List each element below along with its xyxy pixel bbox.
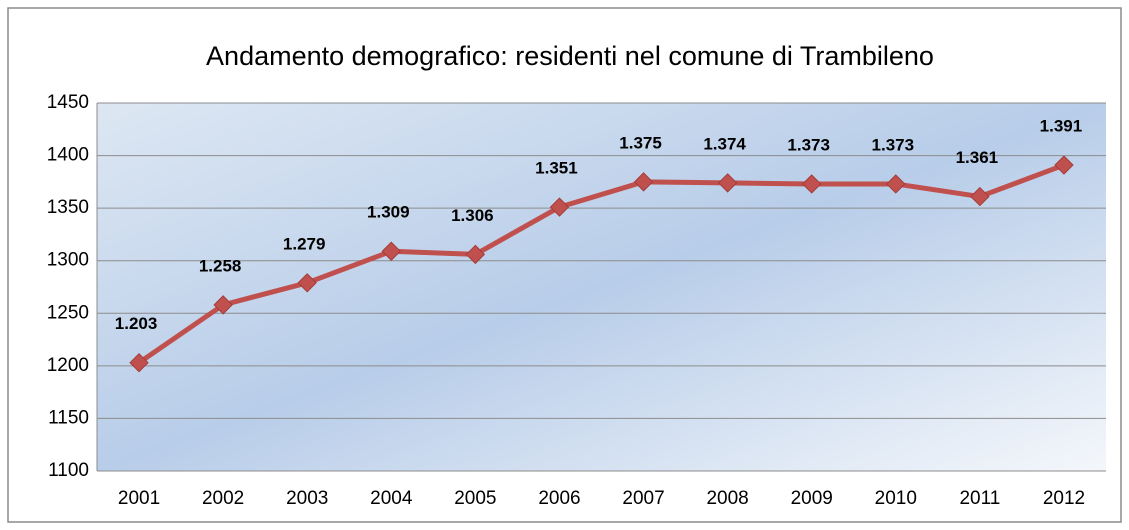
marker — [465, 244, 486, 265]
marker — [1054, 155, 1074, 175]
x-tick-label: 2010 — [875, 488, 917, 509]
marker — [129, 352, 149, 373]
y-tick-label: 1300 — [47, 250, 89, 271]
data-label: 1.361 — [956, 148, 999, 167]
y-tick-label: 1450 — [47, 92, 89, 113]
x-tick-label: 2011 — [959, 488, 1000, 509]
data-label: 1.203 — [115, 314, 158, 333]
marker — [549, 197, 570, 217]
y-tick-label: 1150 — [48, 407, 89, 428]
plot-area — [97, 103, 1106, 471]
x-tick-label: 2006 — [538, 488, 580, 509]
data-label: 1.306 — [451, 206, 494, 225]
data-label: 1.351 — [535, 159, 578, 178]
data-label: 1.374 — [703, 134, 746, 153]
x-tick-label: 2012 — [1043, 488, 1085, 509]
data-label: 1.279 — [283, 234, 326, 253]
x-tick-label: 2001 — [118, 488, 160, 509]
data-label: 1.258 — [199, 256, 242, 275]
data-label: 1.391 — [1040, 117, 1083, 136]
data-label: 1.309 — [367, 203, 410, 222]
marker — [717, 173, 738, 193]
marker — [213, 295, 233, 315]
marker — [297, 273, 317, 293]
x-tick-label: 2009 — [791, 488, 833, 509]
x-tick-label: 2002 — [202, 488, 244, 509]
y-tick-label: 1350 — [47, 197, 89, 218]
x-tick-label: 2005 — [454, 488, 496, 509]
y-tick-label: 1200 — [47, 355, 89, 376]
y-tick-label: 1400 — [47, 145, 89, 166]
marker — [381, 241, 401, 261]
data-label: 1.375 — [619, 133, 662, 152]
data-label: 1.373 — [787, 135, 830, 154]
line — [137, 162, 1065, 365]
marker — [970, 186, 990, 207]
marker — [802, 174, 822, 194]
y-tick-label: 1250 — [47, 302, 89, 323]
x-tick-label: 2007 — [622, 488, 664, 509]
marker — [886, 174, 906, 194]
data-label: 1.373 — [872, 135, 915, 154]
x-tick-label: 2008 — [706, 488, 748, 509]
x-tick-label: 2004 — [370, 488, 413, 509]
x-tick-label: 2003 — [286, 488, 328, 509]
chart-title: Andamento demografico: residenti nel com… — [206, 41, 934, 71]
y-tick-label: 1100 — [48, 460, 89, 481]
marker — [633, 172, 654, 192]
